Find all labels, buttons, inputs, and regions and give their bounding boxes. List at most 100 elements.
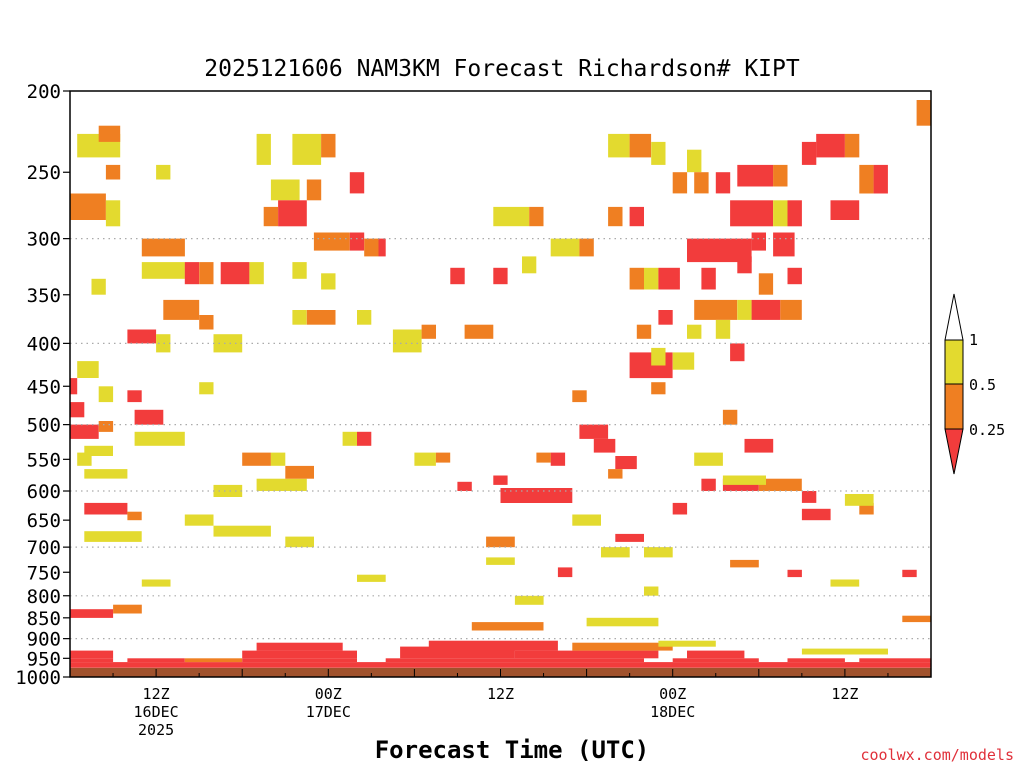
heatmap-cell [586,617,659,627]
heatmap-cell [414,452,436,466]
heatmap-cell [156,334,171,353]
heatmap-cell [134,409,164,425]
heatmap-cell [349,232,365,251]
x-tick-label: 16DEC [134,703,179,721]
heatmap-cell [758,273,774,295]
heatmap-cell [292,310,307,325]
heatmap-cell [572,390,587,403]
heatmap-cell [536,452,551,463]
heatmap-cell [285,465,314,479]
y-tick-label: 550 [27,449,61,471]
heatmap-cell [127,390,142,403]
heatmap-cell [672,502,688,515]
heatmap-cell [113,604,142,614]
x-tick-label: 12Z [831,685,858,703]
heatmap-cell [357,574,386,582]
heatmap-cell [801,141,817,165]
y-tick-label: 850 [27,608,61,630]
heatmap-cell [830,200,860,220]
heatmap-cell [787,658,845,663]
heatmap-cell [844,494,874,506]
heatmap-cell [500,488,573,503]
heatmap-cell [687,650,745,659]
heatmap-cell [306,179,322,201]
x-axis-label: Forecast Time (UTC) [375,736,650,764]
heatmap-cell [163,299,200,320]
y-tick-label: 200 [27,81,61,103]
heatmap-cell [199,315,214,330]
y-tick-label: 350 [27,285,61,307]
heatmap-cell [687,149,702,173]
heatmap-cell [644,547,673,558]
heatmap-cell [421,324,436,339]
colorbar: 1 0.5 0.25 [944,293,1005,475]
y-tick-label: 500 [27,415,61,437]
heatmap-cell [486,557,515,565]
heatmap-cell [787,200,802,227]
heatmap-cell [902,569,917,578]
heatmap-cell [722,475,766,485]
heatmap-cell [651,347,666,366]
heatmap-cell [694,452,723,466]
heatmap-cell [199,382,214,395]
heatmap-cell [98,125,121,142]
heatmap-cell [70,193,106,220]
heatmap-cell [550,452,566,466]
heatmap-cell [758,478,802,491]
heatmap-cell [672,352,695,370]
y-tick-label: 800 [27,586,61,608]
heatmap-cell [249,262,264,285]
heatmap-cell [357,310,372,325]
heatmap-cell [644,267,659,290]
heatmap-cell [701,478,716,491]
x-tick-label: 12Z [143,685,170,703]
x-tick-label: 18DEC [650,703,695,721]
heatmap-cell [70,662,931,668]
heatmap-cell [830,579,860,587]
heatmap-cell [242,650,357,659]
heatmap-cell [615,456,637,470]
heatmap-cell [751,232,766,251]
heatmap-cell [730,200,774,227]
heatmap-cell [579,238,594,257]
heatmap-cell [256,642,343,651]
heatmap-cell [213,334,243,353]
heatmap-cell [70,424,99,439]
heatmap-cell [644,586,659,596]
heatmap-cell [70,402,85,418]
colorbar-swatch [944,339,964,385]
heatmap-cell [744,438,774,453]
heatmap-cell [629,267,644,290]
heatmap-cell [156,164,171,180]
heatmap-cell [730,343,745,362]
heatmap-cell [514,595,544,605]
heatmap-cell [127,658,185,663]
heatmap-cell [859,502,874,515]
heatmap-cell [70,609,114,618]
heatmap-cell [816,133,845,158]
heatmap-cell [687,324,702,339]
heatmap-cell [730,559,759,568]
heatmap-cell [780,299,802,320]
heatmap-cell [737,299,752,320]
heatmap-cell [184,658,243,663]
heatmap-cell [672,658,759,663]
heatmap-cell [629,206,644,227]
heatmap-cell [773,200,788,227]
heatmap-cell [629,133,652,158]
plot-frame [69,90,932,678]
heatmap-cell [105,164,121,180]
heatmap-cell [572,514,601,526]
colorbar-swatch [944,383,964,430]
heatmap-cell [199,262,214,285]
heatmap-cell [493,475,508,485]
heatmap-cell [579,424,609,439]
heatmap-cell [385,658,644,663]
heatmap-cell [450,267,465,285]
heatmap-cell [256,478,307,491]
heatmap-cell [636,324,652,339]
heatmap-cell [464,324,494,339]
heatmap-cell [859,164,874,194]
heatmap-cell [651,382,666,395]
